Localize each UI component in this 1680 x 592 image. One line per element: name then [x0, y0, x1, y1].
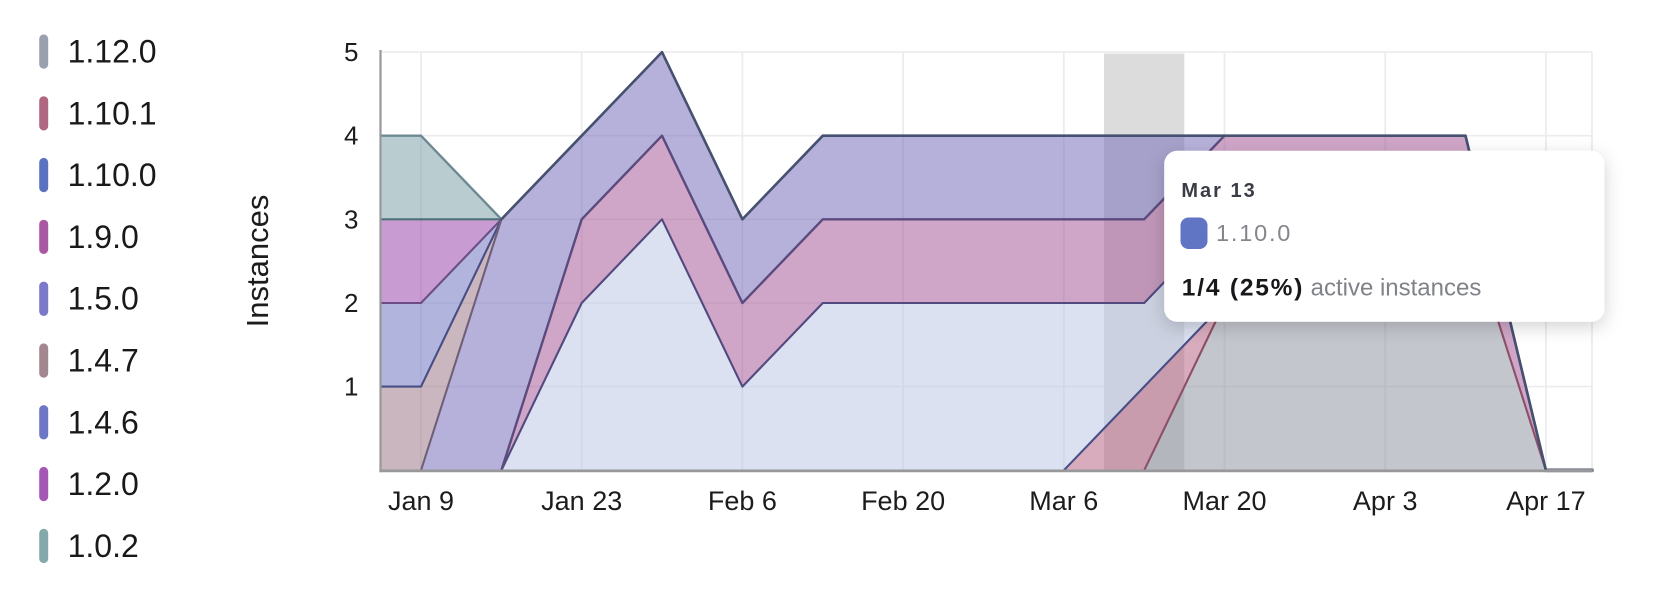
- svg-text:1/4 (25%): 1/4 (25%): [1182, 275, 1304, 302]
- svg-text:1: 1: [344, 372, 358, 402]
- svg-text:Instances: Instances: [240, 195, 275, 328]
- svg-text:1.10.0: 1.10.0: [1216, 220, 1292, 246]
- svg-text:2: 2: [344, 288, 358, 318]
- svg-text:Feb 6: Feb 6: [708, 486, 777, 516]
- svg-text:1.5.0: 1.5.0: [68, 281, 139, 317]
- svg-text:Apr 17: Apr 17: [1506, 486, 1586, 516]
- svg-text:active instances: active instances: [1311, 275, 1482, 302]
- svg-text:Jan 9: Jan 9: [388, 486, 454, 516]
- svg-text:1.4.7: 1.4.7: [68, 343, 139, 379]
- svg-text:Mar 6: Mar 6: [1029, 486, 1098, 516]
- svg-text:Feb 20: Feb 20: [861, 486, 945, 516]
- svg-text:1.12.0: 1.12.0: [68, 34, 157, 70]
- svg-text:3: 3: [344, 204, 358, 234]
- svg-text:Mar 13: Mar 13: [1181, 180, 1256, 202]
- svg-text:1.0.2: 1.0.2: [68, 528, 139, 564]
- svg-text:4: 4: [344, 121, 358, 151]
- svg-text:Jan 23: Jan 23: [541, 486, 622, 516]
- svg-text:1.2.0: 1.2.0: [68, 466, 139, 502]
- svg-text:Mar 20: Mar 20: [1182, 486, 1266, 516]
- svg-text:Apr 3: Apr 3: [1353, 486, 1418, 516]
- svg-text:1.4.6: 1.4.6: [68, 404, 139, 440]
- svg-text:1.10.1: 1.10.1: [68, 95, 157, 131]
- svg-text:5: 5: [344, 37, 358, 67]
- svg-text:1.9.0: 1.9.0: [68, 219, 139, 255]
- svg-text:1.10.0: 1.10.0: [68, 157, 157, 193]
